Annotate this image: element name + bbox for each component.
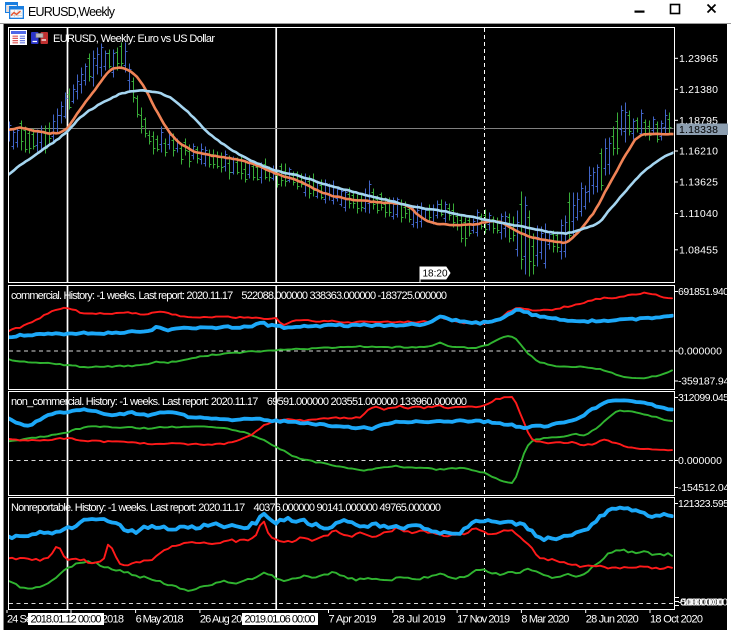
- svg-text:1.23965: 1.23965: [679, 53, 718, 65]
- svg-text:-50000.000: -50000.000: [678, 597, 724, 609]
- svg-text:2018.01.12 00:00: 2018.01.12 00:00: [31, 614, 102, 626]
- svg-text:312099.045: 312099.045: [678, 392, 729, 404]
- svg-text:691851.940: 691851.940: [678, 286, 729, 298]
- svg-text:1.11040: 1.11040: [679, 208, 718, 220]
- svg-text:0.000000: 0.000000: [680, 597, 722, 609]
- svg-text:18:20: 18:20: [423, 269, 448, 280]
- svg-text:1.13625: 1.13625: [679, 177, 718, 189]
- svg-text:18 Oct 2020: 18 Oct 2020: [650, 614, 703, 626]
- svg-text:121323.595: 121323.595: [678, 498, 729, 510]
- svg-text:17 Nov 2019: 17 Nov 2019: [457, 614, 510, 626]
- svg-text:1.16210: 1.16210: [679, 146, 718, 158]
- svg-text:-359187.940: -359187.940: [678, 376, 731, 388]
- svg-text:commercial. History: -1 weeks.: commercial. History: -1 weeks. Last repo…: [11, 290, 447, 302]
- svg-text:EURUSD, Weekly: Euro vs US Do: EURUSD, Weekly: Euro vs US Dollar: [53, 33, 215, 45]
- svg-text:Nonreportable. History: -1 wee: Nonreportable. History: -1 weeks. Last r…: [11, 502, 441, 514]
- svg-text:2019.01.06 00:00: 2019.01.06 00:00: [245, 614, 316, 626]
- svg-text:8 Mar 2020: 8 Mar 2020: [521, 614, 569, 626]
- svg-text:26 Aug 2018: 26 Aug 2018: [200, 614, 253, 626]
- svg-text:1.18338: 1.18338: [679, 124, 718, 136]
- svg-text:0.000000: 0.000000: [678, 346, 722, 358]
- svg-text:EURUSD,Weekly: EURUSD,Weekly: [28, 5, 116, 19]
- svg-text:7 Apr 2019: 7 Apr 2019: [329, 614, 377, 626]
- svg-text:1.08455: 1.08455: [679, 245, 718, 257]
- svg-text:1.21380: 1.21380: [679, 84, 718, 96]
- svg-text:100000.000: 100000.000: [682, 597, 728, 609]
- svg-text:-154512.045: -154512.045: [678, 482, 731, 494]
- svg-text:0.000000: 0.000000: [678, 455, 722, 467]
- svg-text:28 Jul 2019: 28 Jul 2019: [393, 614, 446, 626]
- svg-text:28 Jun 2020: 28 Jun 2020: [586, 614, 639, 626]
- svg-text:non_commercial. History: -1 we: non_commercial. History: -1 weeks. Last …: [11, 396, 467, 408]
- svg-text:6 May 2018: 6 May 2018: [136, 614, 184, 626]
